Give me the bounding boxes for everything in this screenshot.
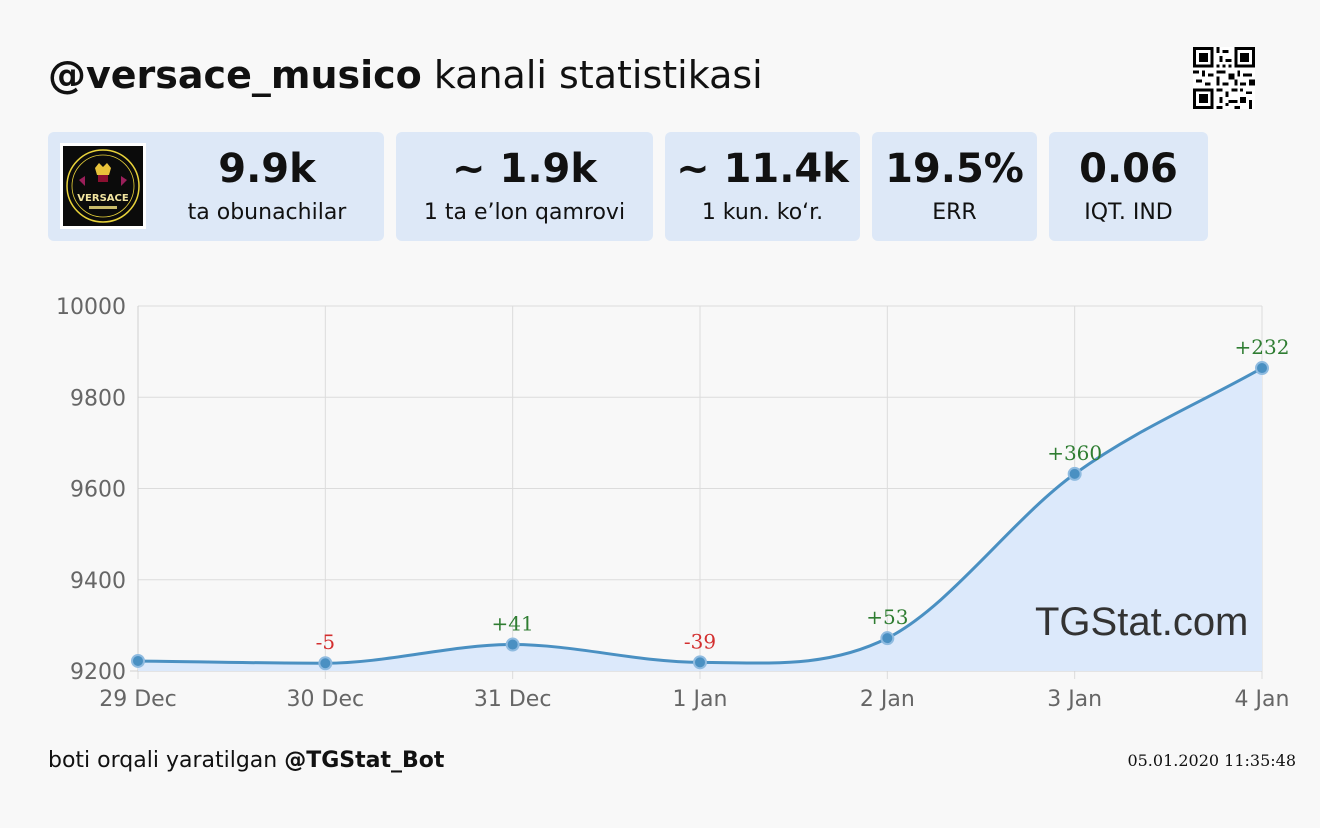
bot-link[interactable]: @TGStat_Bot	[284, 748, 445, 773]
series-area	[138, 368, 1262, 671]
stat-label: ta obunachilar	[187, 200, 347, 225]
channel-handle[interactable]: @versace_musico	[48, 53, 422, 97]
data-point	[1255, 361, 1269, 376]
x-tick-label: 29 Dec	[99, 687, 177, 712]
data-point	[131, 653, 145, 668]
x-tick-label: 4 Jan	[1235, 687, 1290, 712]
y-tick-label: 9400	[70, 569, 126, 594]
stat-label: IQT. IND	[1084, 200, 1173, 225]
page-title: @versace_musico kanali statistikasi	[48, 50, 763, 100]
channel-avatar: VERSACE	[60, 143, 146, 229]
data-point	[693, 655, 707, 670]
watermark: TGStat.com	[1035, 600, 1249, 644]
data-label: -39	[684, 629, 716, 653]
stat-value: 0.06	[1079, 146, 1178, 192]
stat-card-daily-views: ~ 11.4k 1 kun. ko‘r.	[665, 132, 860, 241]
stat-card-err: 19.5% ERR	[872, 132, 1037, 241]
y-tick-label: 9800	[70, 386, 126, 411]
data-label: +53	[866, 605, 908, 629]
data-label: +41	[492, 612, 534, 636]
x-tick-label: 3 Jan	[1047, 687, 1102, 712]
data-point	[505, 637, 520, 652]
data-point	[880, 631, 895, 646]
qr-code-icon	[1193, 47, 1255, 109]
timestamp: 05.01.2020 11:35:48	[1127, 751, 1296, 770]
footer-credit: boti orqali yaratilgan @TGStat_Bot	[48, 746, 444, 776]
x-tick-label: 2 Jan	[860, 687, 915, 712]
y-tick-label: 9600	[70, 478, 126, 503]
stat-label: 1 ta e’lon qamrovi	[423, 200, 626, 225]
stat-card-post-reach: ~ 1.9k 1 ta e’lon qamrovi	[396, 132, 653, 241]
svg-text:VERSACE: VERSACE	[77, 193, 129, 204]
data-label: +360	[1047, 441, 1102, 465]
title-text: kanali statistikasi	[421, 53, 763, 97]
data-point	[1067, 466, 1082, 481]
stat-value: 19.5%	[885, 146, 1024, 192]
stat-value: ~ 1.9k	[452, 146, 597, 192]
stat-value: ~ 11.4k	[676, 146, 849, 192]
stat-card-citation-index: 0.06 IQT. IND	[1049, 132, 1208, 241]
footer-prefix: boti orqali yaratilgan	[48, 748, 285, 773]
x-tick-label: 31 Dec	[474, 687, 552, 712]
y-tick-label: 10000	[56, 295, 126, 320]
stat-card-subscribers: VERSACE 9.9k ta obunachilar	[48, 132, 384, 241]
x-tick-label: 30 Dec	[287, 687, 365, 712]
stat-label: 1 kun. ko‘r.	[701, 200, 824, 225]
y-tick-label: 9200	[70, 660, 126, 685]
stat-value: 9.9k	[218, 146, 316, 192]
data-label: -5	[316, 630, 335, 654]
stat-label: ERR	[932, 200, 977, 225]
x-tick-label: 1 Jan	[673, 687, 728, 712]
data-label: +232	[1235, 335, 1290, 359]
data-point	[318, 656, 333, 671]
